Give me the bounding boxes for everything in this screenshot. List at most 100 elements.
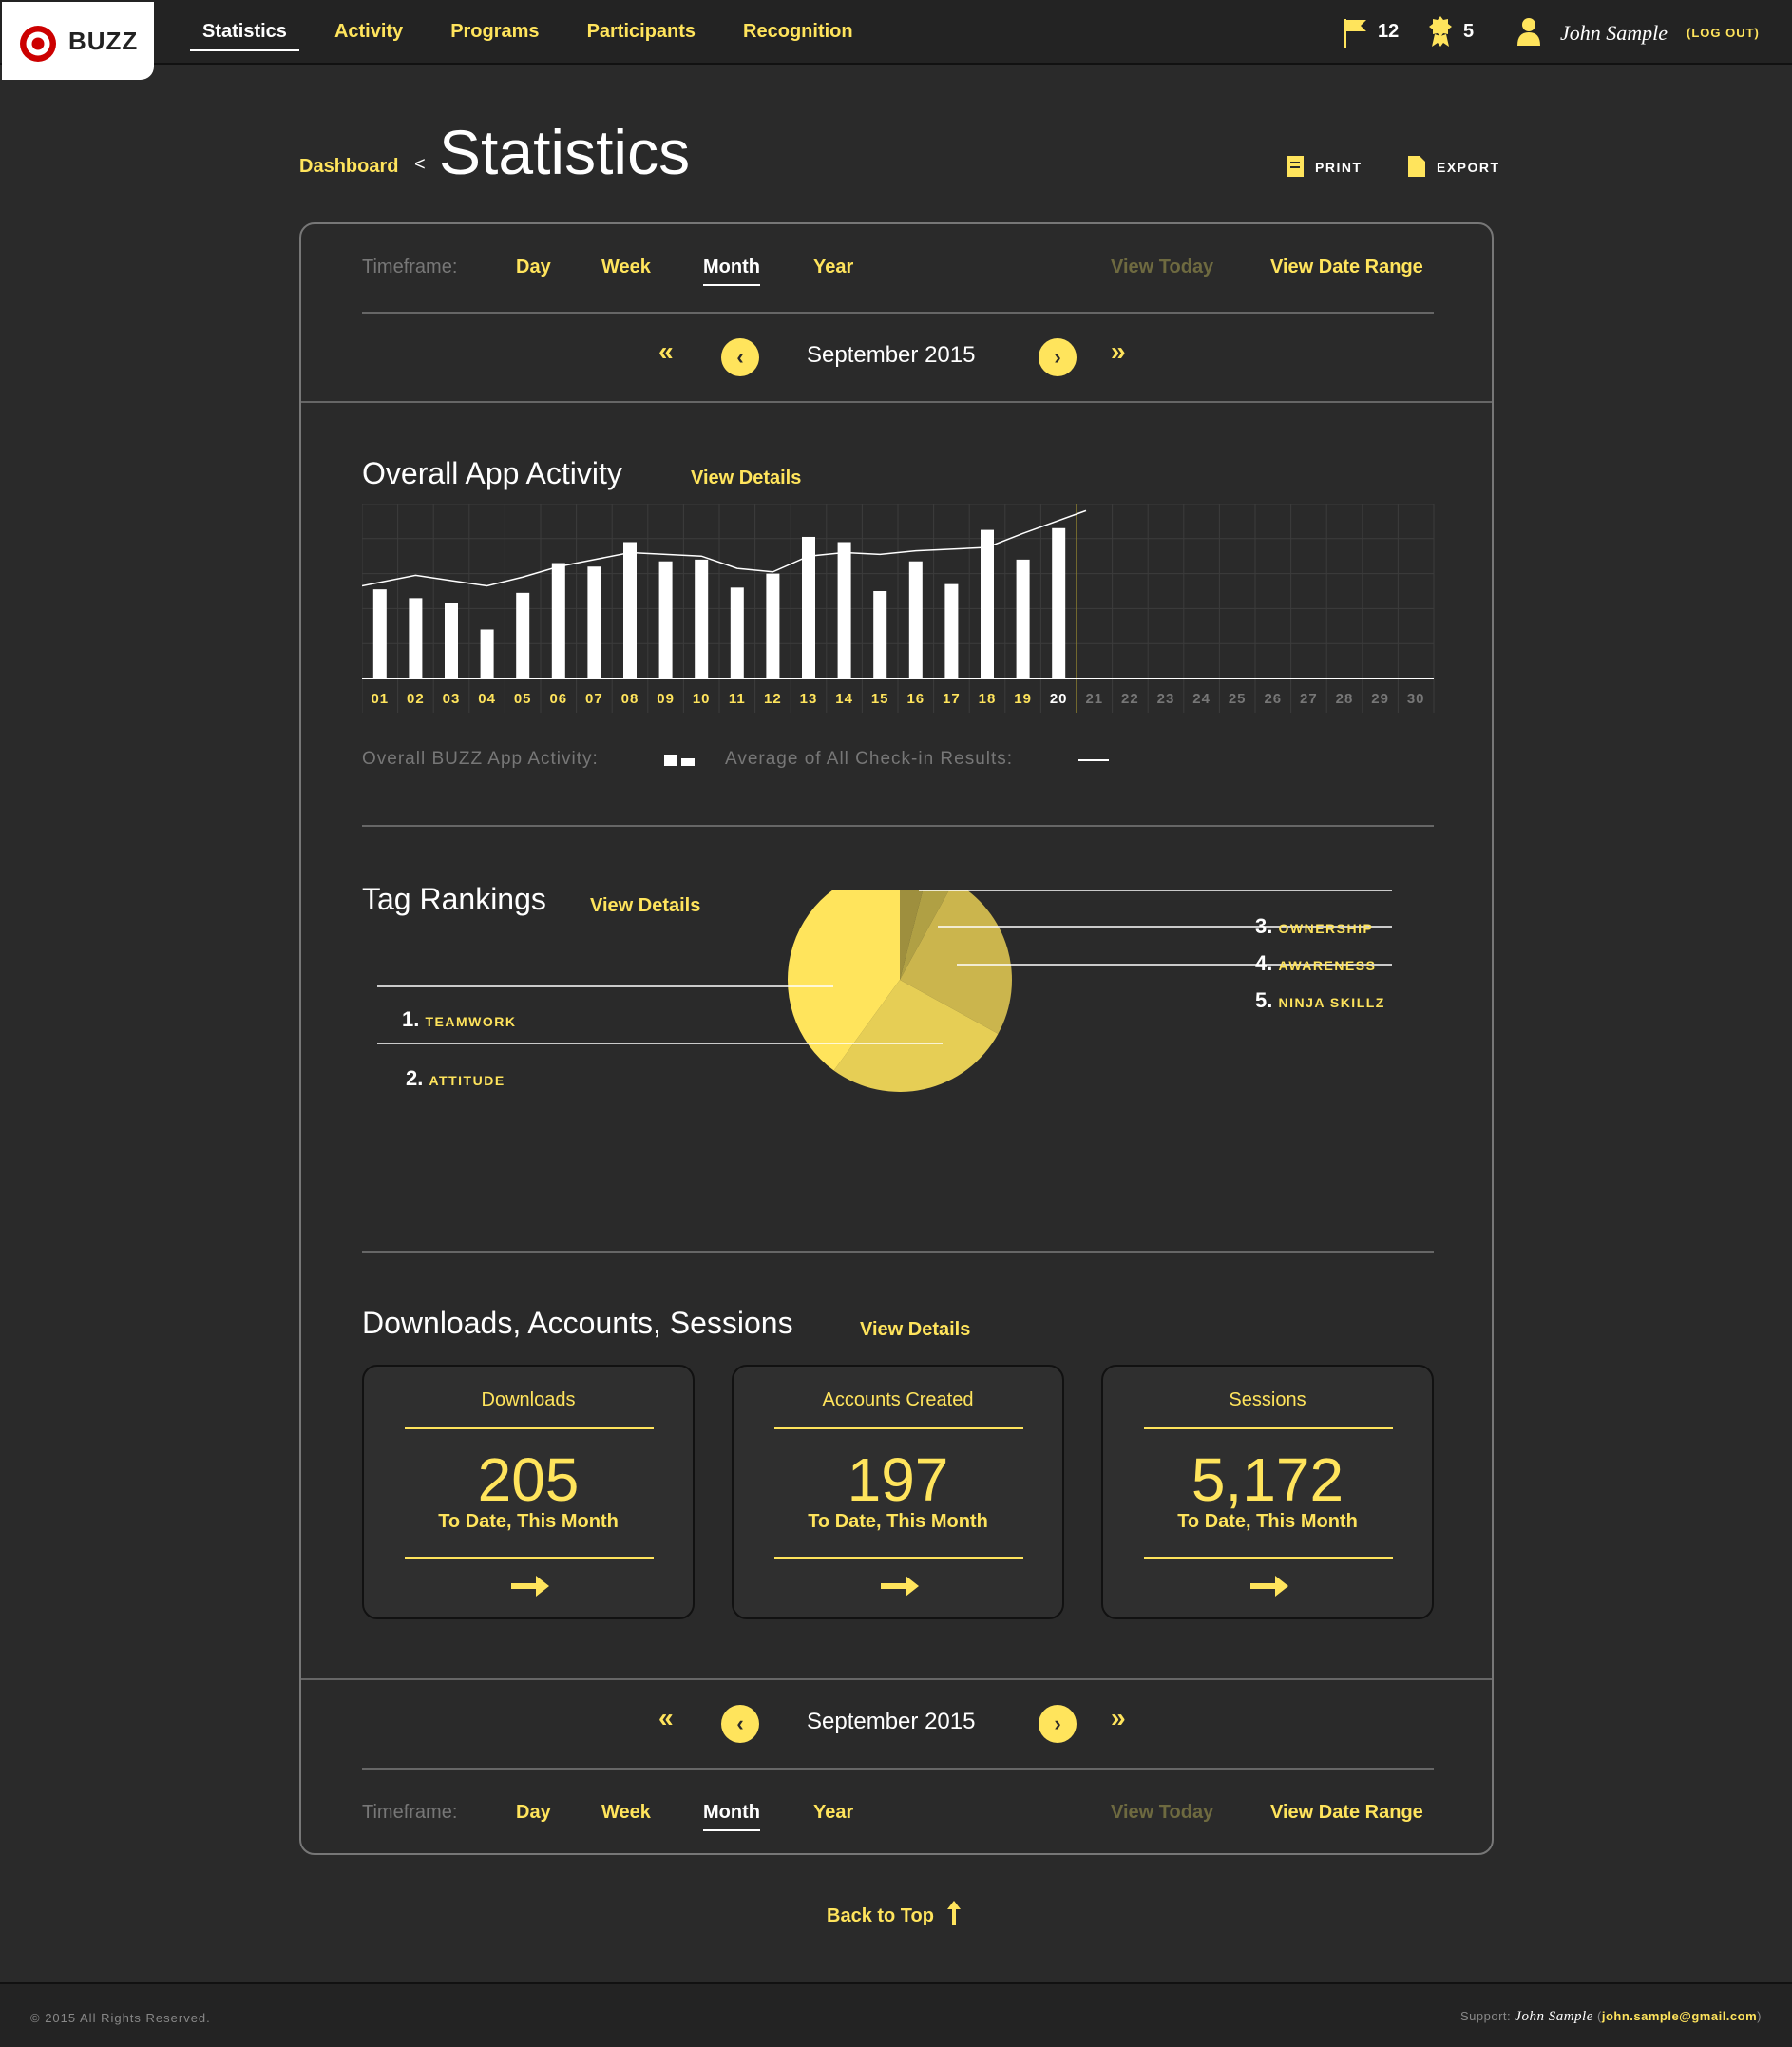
bar-day-05 [516, 592, 530, 679]
back-to-top-link[interactable]: Back to Top [827, 1901, 961, 1927]
prev-period-button-bottom[interactable]: ‹ [721, 1705, 759, 1743]
card-label: Accounts Created [822, 1389, 974, 1410]
view-today-link-bottom[interactable]: View Today [1111, 1802, 1214, 1823]
pie-slice-ownership [900, 890, 924, 980]
tag-label-1: 1. TEAMWORK [402, 1007, 517, 1031]
prev-period-button[interactable]: ‹ [721, 338, 759, 376]
card-value: 205 [477, 1445, 580, 1514]
divider [362, 312, 1434, 314]
first-period-button[interactable]: ‹‹ [658, 336, 674, 366]
user-name[interactable]: John Sample [1560, 21, 1668, 45]
bar-day-17 [944, 583, 959, 679]
tick-label-09: 09 [657, 691, 675, 707]
tick-label-21: 21 [1085, 691, 1103, 707]
tags-view-details[interactable]: View Details [590, 895, 701, 916]
tick-label-13: 13 [800, 691, 818, 707]
bar-day-19 [1016, 559, 1030, 679]
card-value: 5,172 [1191, 1445, 1344, 1514]
nav-participants[interactable]: Participants [586, 21, 696, 42]
page-title: Statistics [439, 117, 691, 187]
view-date-range-link[interactable]: View Date Range [1270, 257, 1423, 277]
activity-chart: 01 02 03 04 05 06 07 08 09 10 11 12 13 14 15 16 17 18 19 20… [362, 504, 1435, 713]
bar-day-20 [1052, 527, 1066, 679]
last-period-button-bottom[interactable]: ›› [1111, 1703, 1126, 1732]
support-info: Support: John Sample (john.sample@gmail.… [1460, 2009, 1762, 2024]
tag-label-4: 4. AWARENESS [1255, 951, 1377, 975]
pie-slice-teamwork [788, 890, 900, 1071]
bar-day-18 [981, 529, 994, 679]
divider [301, 401, 1492, 403]
nav-activity[interactable]: Activity [334, 21, 404, 42]
target-logo-icon [20, 26, 56, 62]
arrow-right-icon[interactable] [511, 1572, 549, 1600]
card-label: Sessions [1229, 1389, 1306, 1410]
bar-day-03 [445, 603, 458, 679]
timeframe-year-bottom[interactable]: Year [813, 1802, 854, 1823]
pie-slice-attitude [833, 980, 999, 1092]
brand-name: BUZZ [68, 27, 139, 55]
export-icon[interactable] [1408, 156, 1425, 177]
print-icon[interactable] [1287, 156, 1304, 177]
pie-slice-awareness [900, 890, 950, 980]
divider [301, 1678, 1492, 1680]
bar-day-08 [623, 542, 637, 679]
breadcrumb-separator: < [414, 154, 426, 175]
footer: © 2015 All Rights Reserved. Support: Joh… [0, 1982, 1792, 2047]
arrow-right-icon[interactable] [1250, 1572, 1288, 1600]
period-label-bottom: September 2015 [807, 1709, 976, 1734]
tick-label-08: 08 [621, 691, 639, 707]
arrow-right-icon[interactable] [881, 1572, 919, 1600]
next-period-button[interactable]: › [1039, 338, 1077, 376]
divider [362, 1251, 1434, 1253]
export-button[interactable]: EXPORT [1437, 160, 1500, 175]
accounts-card[interactable]: Accounts Created 197 To Date, This Month [732, 1365, 1064, 1619]
das-view-details[interactable]: View Details [860, 1319, 971, 1340]
flag-icon[interactable] [1342, 17, 1368, 48]
tick-label-07: 07 [585, 691, 603, 707]
timeframe-day-bottom[interactable]: Day [516, 1802, 551, 1823]
breadcrumb-dashboard[interactable]: Dashboard [299, 156, 399, 177]
next-period-button-bottom[interactable]: › [1039, 1705, 1077, 1743]
tick-label-12: 12 [764, 691, 782, 707]
tick-label-18: 18 [979, 691, 997, 707]
support-email[interactable]: john.sample@gmail.com [1601, 2009, 1758, 2023]
timeframe-month-bottom[interactable]: Month [703, 1802, 760, 1831]
divider [362, 1768, 1434, 1770]
bar-day-13 [802, 536, 815, 679]
statistics-panel: Timeframe: Day Week Month Year View Toda… [299, 222, 1494, 1855]
average-line [362, 509, 1087, 587]
tick-label-30: 30 [1407, 691, 1425, 707]
activity-view-details[interactable]: View Details [691, 468, 802, 488]
legend-activity-label: Overall BUZZ App Activity: [362, 749, 599, 769]
award-icon[interactable] [1427, 15, 1454, 48]
timeframe-year[interactable]: Year [813, 257, 854, 277]
sessions-card[interactable]: Sessions 5,172 To Date, This Month [1101, 1365, 1434, 1619]
print-button[interactable]: PRINT [1315, 160, 1363, 175]
nav-recognition[interactable]: Recognition [743, 21, 853, 42]
timeframe-week[interactable]: Week [601, 257, 651, 277]
logo[interactable]: BUZZ [2, 2, 154, 80]
nav-statistics[interactable]: Statistics [190, 0, 299, 51]
logout-link[interactable]: (LOG OUT) [1687, 26, 1760, 40]
view-date-range-link-bottom[interactable]: View Date Range [1270, 1802, 1423, 1823]
tick-label-15: 15 [871, 691, 889, 707]
tick-label-25: 25 [1229, 691, 1247, 707]
bar-day-16 [908, 561, 923, 679]
timeframe-week-bottom[interactable]: Week [601, 1802, 651, 1823]
user-icon[interactable] [1516, 17, 1541, 46]
first-period-button-bottom[interactable]: ‹‹ [658, 1703, 674, 1732]
view-today-link[interactable]: View Today [1111, 257, 1214, 277]
nav-programs[interactable]: Programs [450, 21, 540, 42]
timeframe-month[interactable]: Month [703, 257, 760, 286]
downloads-card[interactable]: Downloads 205 To Date, This Month [362, 1365, 695, 1619]
tick-label-04: 04 [478, 691, 496, 707]
tag-label-2: 2. ATTITUDE [406, 1066, 505, 1090]
last-period-button[interactable]: ›› [1111, 336, 1126, 366]
bar-day-14 [837, 542, 851, 679]
pie-slice-ninja-skillz [900, 890, 1012, 1034]
timeframe-day[interactable]: Day [516, 257, 551, 277]
tick-label-26: 26 [1264, 691, 1282, 707]
tags-title: Tag Rankings [362, 882, 546, 916]
tick-label-22: 22 [1121, 691, 1139, 707]
tick-label-16: 16 [906, 691, 925, 707]
